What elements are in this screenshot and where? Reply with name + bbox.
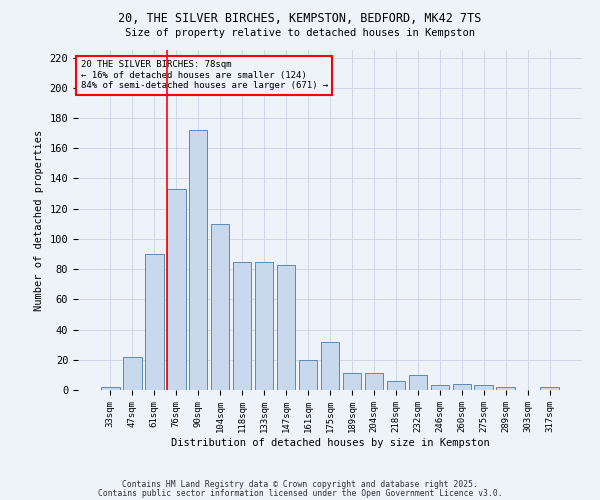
Bar [255, 262, 274, 390]
Bar [189, 130, 208, 390]
Text: 20, THE SILVER BIRCHES, KEMPSTON, BEDFORD, MK42 7TS: 20, THE SILVER BIRCHES, KEMPSTON, BEDFOR… [118, 12, 482, 26]
Bar [123, 357, 142, 390]
Bar [320, 342, 340, 390]
X-axis label: Distribution of detached houses by size in Kempston: Distribution of detached houses by size … [170, 438, 490, 448]
Bar [365, 374, 383, 390]
Bar [277, 264, 295, 390]
Bar [167, 189, 185, 390]
Bar [386, 381, 405, 390]
Text: 20 THE SILVER BIRCHES: 78sqm
← 16% of detached houses are smaller (124)
84% of s: 20 THE SILVER BIRCHES: 78sqm ← 16% of de… [80, 60, 328, 90]
Bar [145, 254, 164, 390]
Bar [211, 224, 229, 390]
Bar [299, 360, 317, 390]
Bar [475, 386, 493, 390]
Text: Size of property relative to detached houses in Kempston: Size of property relative to detached ho… [125, 28, 475, 38]
Bar [233, 262, 251, 390]
Bar [452, 384, 471, 390]
Bar [496, 387, 515, 390]
Y-axis label: Number of detached properties: Number of detached properties [34, 130, 44, 310]
Bar [343, 374, 361, 390]
Text: Contains HM Land Registry data © Crown copyright and database right 2025.: Contains HM Land Registry data © Crown c… [122, 480, 478, 489]
Text: Contains public sector information licensed under the Open Government Licence v3: Contains public sector information licen… [98, 489, 502, 498]
Bar [101, 387, 119, 390]
Bar [431, 386, 449, 390]
Bar [541, 387, 559, 390]
Bar [409, 375, 427, 390]
